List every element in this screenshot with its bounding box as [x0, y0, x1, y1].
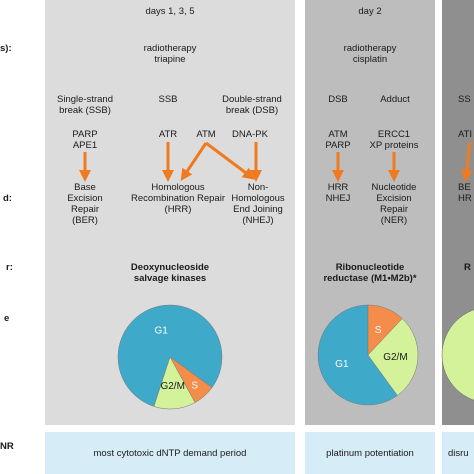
damage-dsb-2: break (DSB): [225, 105, 279, 116]
sensor-ape1: APE1: [72, 140, 98, 151]
panel3-repair-2: HR: [458, 193, 472, 204]
row-label-enzyme: r:: [6, 262, 13, 273]
panel2-sensor-xp: XP proteins: [369, 140, 419, 151]
panel2-repair-ner-4: (NER): [380, 215, 408, 226]
damage-ssb-2: break (SSB): [59, 105, 111, 116]
repair-ber-2: Excision: [67, 193, 103, 204]
bottom-bar-2: [305, 432, 435, 474]
row-label-repair: d:: [3, 193, 12, 204]
p1-slice-g1: [117, 304, 223, 407]
row-label-rnr: NR: [0, 441, 14, 452]
repair-ber-4: (BER): [72, 215, 98, 226]
p2-label-g1: G1: [335, 359, 349, 370]
panel1-bottom-text: most cytotoxic dNTP demand period: [93, 448, 247, 459]
panel2-repair-ner-1: Nucleotide: [371, 182, 417, 193]
sensor-atr: ATR: [158, 129, 178, 140]
arrow-atm-nhej: [205, 141, 255, 180]
panel3-sensor: ATI: [458, 129, 473, 140]
sensor-atm: ATM: [196, 129, 216, 140]
panel2-treatment-2: cisplatin: [352, 54, 388, 65]
panel2-repair-nhej: NHEJ: [325, 193, 351, 204]
damage-dsb-1: Double-strand: [222, 94, 282, 105]
repair-nhej-4: (NHEJ): [242, 215, 274, 226]
cell-cycle-pies: G1 S G2/M G1 S G2/M: [117, 304, 419, 410]
panel2-sensor-ercc1: ERCC1: [377, 129, 411, 140]
p2-slice-g2m: [367, 318, 419, 396]
p1-label-s: S: [191, 381, 198, 392]
p1-label-g2m: G2/M: [160, 381, 184, 392]
p1-slice-g2m: [153, 356, 196, 410]
bottom-bar-3: [442, 432, 474, 474]
repair-ber-3: Repair: [71, 204, 99, 215]
panel1-treatment-1: radiotherapy: [143, 43, 197, 54]
bottom-bar-1: [45, 432, 295, 474]
row-label-schedule: s):: [0, 43, 12, 54]
panel2-damage-dsb: DSB: [328, 94, 348, 105]
arrow-p3: [460, 141, 473, 182]
sensor-parp: PARP: [72, 129, 98, 140]
repair-hrr-1: Homologous: [151, 182, 205, 193]
panel2-enzyme-1: Ribonucleotide: [335, 262, 405, 273]
p2-label-g2m: G2/M: [383, 352, 407, 363]
panel2-sensor-atm: ATM: [328, 129, 348, 140]
panel3-pie-partial: [441, 309, 474, 401]
panel1-days: days 1, 3, 5: [145, 6, 195, 17]
repair-hrr-2: Recombination Repair: [131, 193, 225, 204]
p1-label-g1: G1: [154, 325, 168, 336]
panel2-repair-hrr: HRR: [327, 182, 349, 193]
panel1-enzyme-1: Deoxynucleoside: [130, 262, 210, 273]
panel3-enzyme: R: [464, 262, 471, 273]
panel3-repair-1: BE: [458, 182, 471, 193]
panel2-days: day 2: [358, 6, 382, 17]
p2-label-s: S: [375, 325, 382, 336]
panel1-enzyme-2: salvage kinases: [133, 273, 207, 284]
arrow-atm-hrr: [180, 142, 208, 181]
panel2-enzyme-2: reductase (M1•M2b)*: [323, 273, 417, 284]
panel3-damage: SS: [458, 94, 471, 105]
panel2-sensor-parp: PARP: [325, 140, 351, 151]
sensor-dnapk: DNA-PK: [232, 129, 268, 140]
repair-nhej-3: End Joining: [233, 204, 283, 215]
row-label-cycle: e: [4, 313, 10, 324]
panel1-treatment-2: triapine: [154, 54, 186, 65]
damage-ssb-short: SSB: [158, 94, 178, 105]
repair-nhej-2: Homologous: [231, 193, 285, 204]
repair-ber-1: Base: [74, 182, 96, 193]
panel2-damage-adduct: Adduct: [380, 94, 410, 105]
panel2-bottom-text: platinum potentiation: [326, 448, 414, 459]
panel2-treatment-1: radiotherapy: [343, 43, 397, 54]
damage-ssb-1: Single-strand: [57, 94, 113, 105]
repair-hrr-3: (HRR): [164, 204, 192, 215]
panel2-repair-ner-2: Excision: [376, 193, 412, 204]
panel2-repair-ner-3: Repair: [380, 204, 408, 215]
repair-nhej-1: Non-: [247, 182, 269, 193]
panel3-bottom-text: disru: [448, 448, 469, 459]
p2-slice-g1: [317, 304, 398, 406]
repair-arrows: [79, 141, 473, 182]
